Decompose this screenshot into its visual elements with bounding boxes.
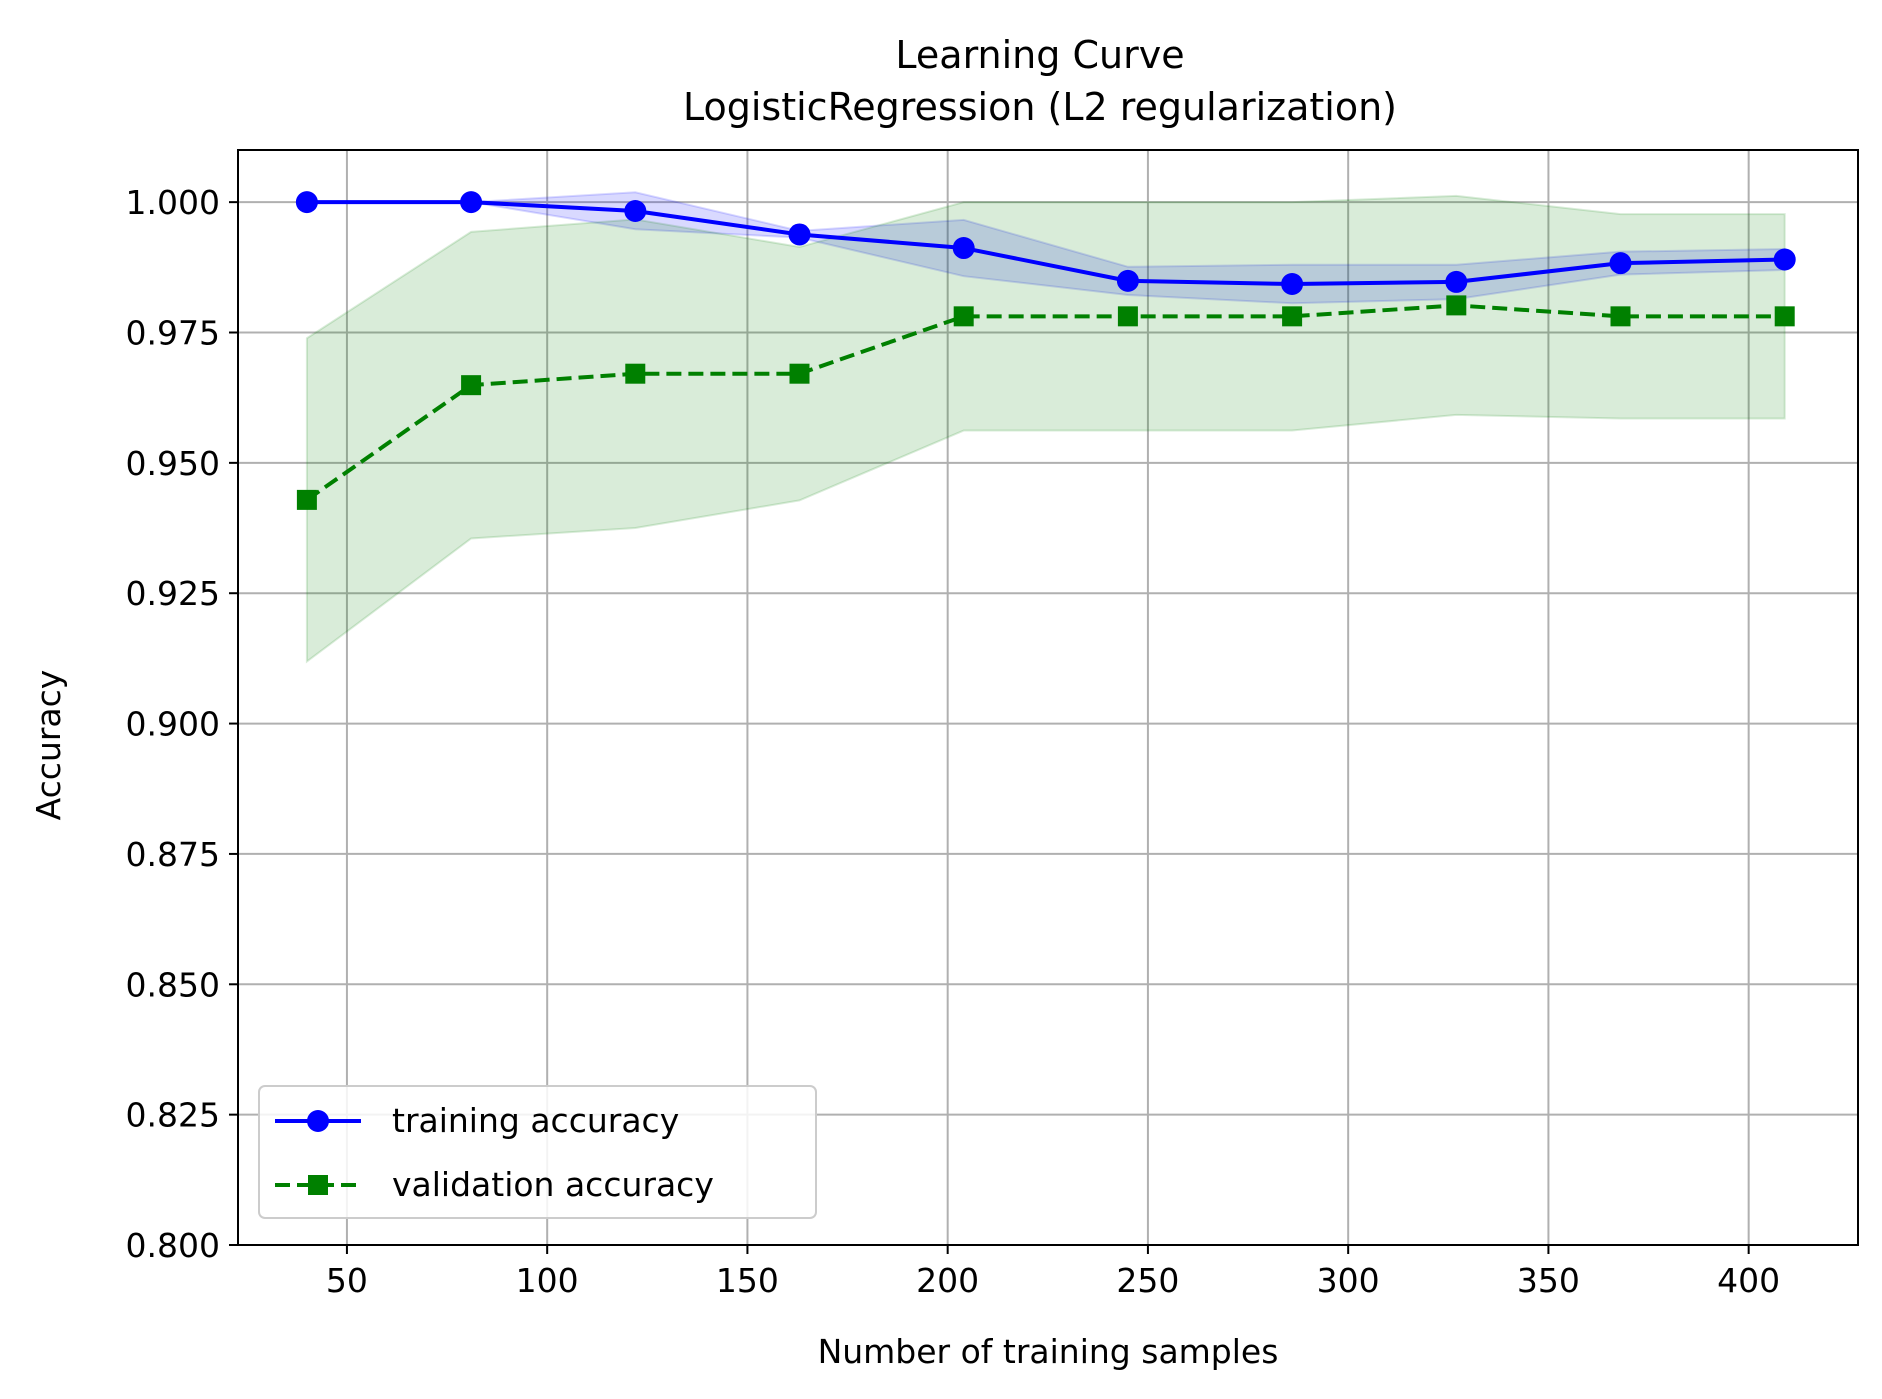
y-tick-label: 0.800: [126, 1226, 220, 1265]
data-point-marker: [1610, 306, 1631, 327]
x-tick-label: 400: [1717, 1261, 1780, 1300]
series-line-0: [306, 200, 1785, 287]
legend-marker-0: [307, 1110, 329, 1132]
y-tick-label: 0.925: [126, 574, 220, 613]
x-axis-label: Number of training samples: [818, 1332, 1279, 1371]
axis-ticks: 50 100 150 200 250 300 350 400 0.800 0.825 0.850 0.…: [126, 183, 1781, 1300]
data-point-marker: [461, 375, 482, 396]
data-point-marker: [295, 191, 318, 214]
data-point-marker: [1281, 273, 1304, 296]
y-tick-label: 0.875: [126, 835, 220, 874]
legend-label-validation: validation accuracy: [392, 1165, 714, 1204]
data-point-marker: [460, 191, 483, 214]
x-tick-label: 300: [1317, 1261, 1380, 1300]
y-tick-label: 0.975: [126, 314, 220, 353]
data-point-marker: [625, 363, 646, 384]
chart-title: Learning Curve: [895, 33, 1184, 77]
plot-frame: [237, 149, 1859, 1246]
data-point-marker: [296, 489, 317, 510]
series-lines: [295, 191, 1796, 510]
y-tick-label: 0.825: [126, 1096, 220, 1135]
legend-label-training: training accuracy: [392, 1101, 679, 1140]
y-tick-label: 0.950: [126, 444, 220, 483]
x-tick-label: 250: [1116, 1261, 1179, 1300]
legend: training accuracy validation accuracy: [258, 1085, 817, 1219]
y-tick-label: 1.000: [126, 183, 220, 222]
data-point-marker: [952, 237, 975, 260]
data-point-marker: [1117, 306, 1138, 327]
legend-box: [258, 1085, 817, 1219]
y-axis-label: Accuracy: [29, 670, 68, 821]
axes-frame: [237, 149, 1859, 1246]
data-point-marker: [1773, 248, 1796, 271]
x-tick-label: 150: [716, 1261, 779, 1300]
grid-lines: [238, 150, 1858, 1246]
data-point-marker: [788, 223, 811, 246]
data-point-marker: [1445, 270, 1468, 293]
data-point-marker: [953, 306, 974, 327]
data-point-marker: [1774, 306, 1795, 327]
x-tick-label: 350: [1517, 1261, 1580, 1300]
legend-swatches: [275, 1110, 361, 1195]
data-point-marker: [1282, 306, 1303, 327]
y-tick-label: 0.900: [126, 705, 220, 744]
y-tick-label: 0.850: [126, 965, 220, 1004]
x-tick-label: 200: [916, 1261, 979, 1300]
series-line-1: [305, 303, 1785, 502]
chart-subtitle: LogisticRegression (L2 regularization): [683, 85, 1397, 129]
data-point-marker: [624, 200, 647, 223]
x-tick-label: 100: [516, 1261, 579, 1300]
legend-marker-1: [308, 1175, 328, 1195]
confidence-band-1: [305, 194, 1786, 664]
data-point-marker: [1116, 269, 1139, 292]
data-point-marker: [1609, 252, 1632, 275]
data-point-marker: [789, 363, 810, 384]
confidence-bands: [305, 191, 1786, 664]
x-tick-label: 50: [326, 1261, 368, 1300]
data-point-marker: [1446, 295, 1467, 316]
